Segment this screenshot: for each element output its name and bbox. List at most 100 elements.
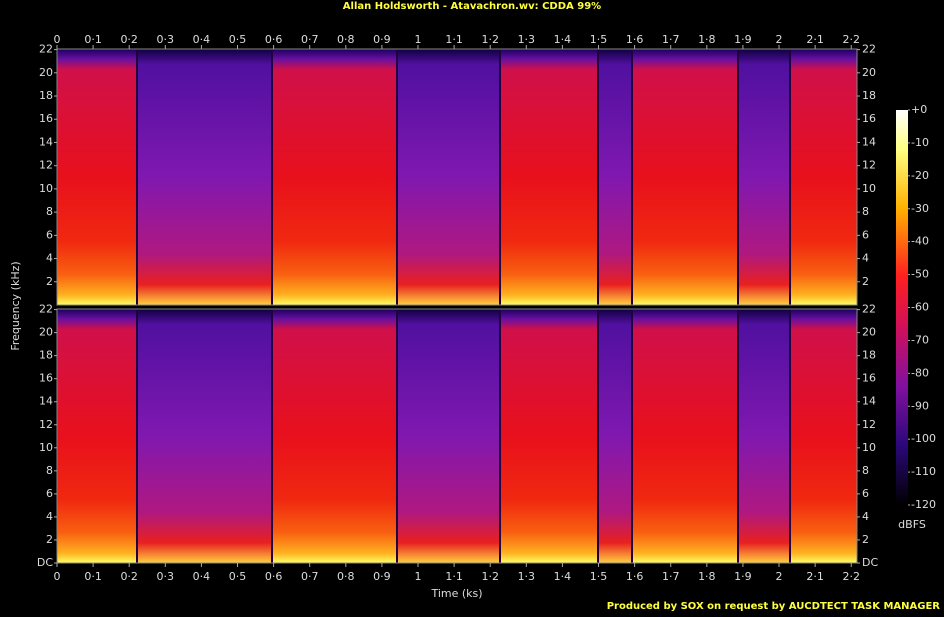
y-tick-label: 16: [862, 112, 876, 125]
colorbar: [896, 110, 908, 505]
colorbar-tick-label: -60: [911, 301, 929, 314]
x-tick-label: 1·8: [698, 33, 716, 46]
y-tick-label: 16: [39, 372, 53, 385]
spectrum-segment: [137, 309, 272, 563]
x-tick-label: 1·7: [662, 570, 680, 583]
colorbar-tick-label: -70: [911, 333, 929, 346]
y-tick-label: 20: [862, 66, 876, 79]
colorbar-tick-label: -40: [911, 235, 929, 248]
x-tick-label: 1·7: [662, 33, 680, 46]
spectrum-segment: [500, 49, 598, 305]
spectrum-segment: [738, 49, 790, 305]
y-tick-label: 18: [39, 349, 53, 362]
y-tick-label: 8: [862, 205, 869, 218]
panel-frame: [56, 308, 858, 564]
track-gap: [597, 309, 599, 563]
spectrum-segment: [500, 309, 598, 563]
panel-frame: [56, 48, 858, 306]
x-tick-label: 0·5: [229, 33, 247, 46]
x-tick-label: 0·9: [373, 570, 391, 583]
track-gap: [396, 49, 398, 305]
x-tick-label: 0·3: [157, 33, 175, 46]
y-tick-label: 8: [862, 464, 869, 477]
y-tick-label: 14: [39, 135, 53, 148]
y-tick-label: 22: [39, 303, 53, 316]
spectrum-segment: [632, 49, 738, 305]
colorbar-tick-label: +0: [911, 103, 927, 116]
x-tick-label: 2·2: [842, 33, 860, 46]
x-tick-label: 1·1: [445, 33, 463, 46]
spectrum-segment: [57, 309, 137, 563]
x-tick-label: 2: [776, 33, 783, 46]
y-tick-label: 6: [46, 228, 53, 241]
spectrum-segment: [790, 49, 857, 305]
y-tick-label: 12: [39, 159, 53, 172]
y-tick-label: 2: [862, 533, 869, 546]
spectrum-segment: [790, 309, 857, 563]
x-tick-label: 1·8: [698, 570, 716, 583]
y-tick-label: 10: [39, 441, 53, 454]
x-tick-label: 2·2: [842, 570, 860, 583]
spectrum-segment: [272, 309, 397, 563]
x-tick-label: 0·4: [193, 33, 211, 46]
x-tick-label: 2·1: [806, 33, 824, 46]
x-tick-label: 1·1: [445, 570, 463, 583]
y-tick-label: 6: [862, 228, 869, 241]
spectrum-segment: [272, 49, 397, 305]
x-tick-label: 2·1: [806, 570, 824, 583]
spectrum-segment: [397, 309, 500, 563]
x-tick-label: 0·9: [373, 33, 391, 46]
colorbar-tick-label: -20: [911, 169, 929, 182]
x-tick-label: 1: [415, 570, 422, 583]
track-gap: [597, 49, 599, 305]
track-gap: [631, 49, 633, 305]
y-tick-label: DC: [37, 556, 53, 569]
colorbar-tick-label: -110: [911, 465, 936, 478]
y-tick-label: 8: [46, 205, 53, 218]
spectrogram-image: [56, 48, 858, 564]
x-tick-label: 0·6: [265, 33, 283, 46]
y-tick-label: 20: [862, 326, 876, 339]
x-tick-label: 0·1: [84, 33, 102, 46]
y-tick-label: 18: [862, 89, 876, 102]
x-axis-label: Time (ks): [430, 587, 482, 600]
x-tick-label: 0·8: [337, 570, 355, 583]
track-gap: [499, 309, 501, 563]
y-tick-label: 12: [39, 418, 53, 431]
y-tick-label: 10: [862, 441, 876, 454]
y-tick-label: 6: [862, 487, 869, 500]
x-tick-label: 0·2: [120, 33, 138, 46]
x-tick-label: 0·6: [265, 570, 283, 583]
spectrum-segment: [598, 49, 632, 305]
x-tick-label: 1·6: [626, 33, 644, 46]
x-tick-label: 0: [54, 33, 61, 46]
y-tick-label: 22: [39, 43, 53, 56]
x-tick-label: 1·5: [590, 570, 608, 583]
chart-title: Allan Holdsworth - Atavachron.wv: CDDA 9…: [343, 1, 601, 12]
spectrum-segment: [57, 49, 137, 305]
x-tick-label: 0·4: [193, 570, 211, 583]
y-tick-label: 8: [46, 464, 53, 477]
colorbar-tick-label: -10: [911, 136, 929, 149]
y-tick-label: 2: [46, 275, 53, 288]
y-tick-label: 4: [46, 252, 53, 265]
spectrum-segment: [738, 309, 790, 563]
y-tick-label: 14: [862, 395, 876, 408]
x-tick-label: 0: [54, 570, 61, 583]
spectrum-segment: [632, 309, 738, 563]
track-gap: [271, 49, 273, 305]
colorbar-label: dBFS: [898, 518, 926, 531]
x-tick-label: 1·9: [734, 33, 752, 46]
track-gap: [789, 49, 791, 305]
x-tick-label: 1·6: [626, 570, 644, 583]
x-tick-label: 1·4: [554, 570, 572, 583]
y-tick-label: 20: [39, 326, 53, 339]
colorbar-tick-label: -80: [911, 366, 929, 379]
y-tick-label: 14: [39, 395, 53, 408]
x-tick-label: 2: [776, 570, 783, 583]
colorbar-tick-label: -90: [911, 399, 929, 412]
x-tick-label: 0·1: [84, 570, 102, 583]
track-gap: [271, 309, 273, 563]
track-gap: [737, 49, 739, 305]
